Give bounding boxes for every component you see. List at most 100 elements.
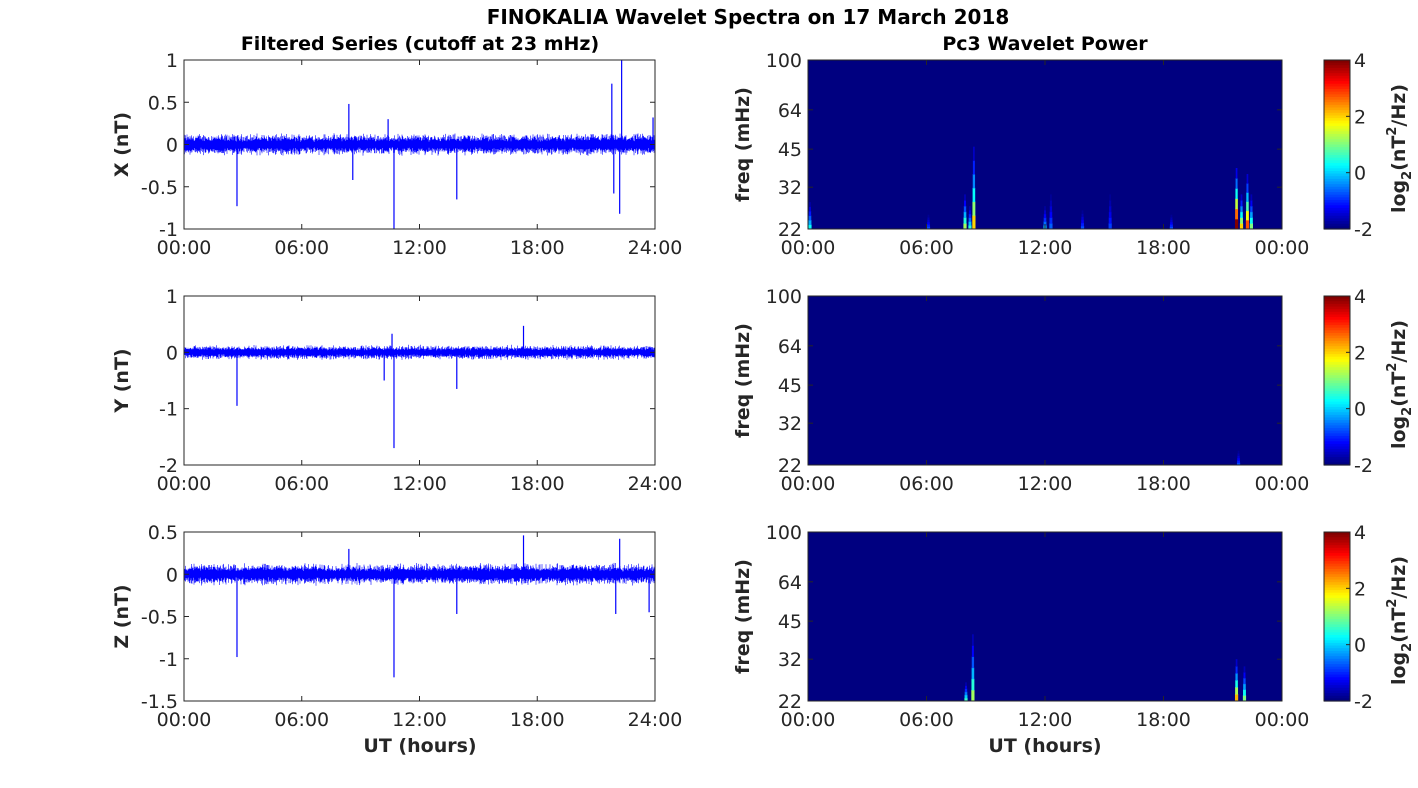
wavelet-power-cell [971,678,975,691]
ts-z-ytick-label: 0 [166,564,178,586]
colorbar-cell [1324,433,1350,437]
colorbar-tick-label: -2 [1354,455,1373,477]
colorbar-cell [1324,671,1350,676]
colorbar-cell [1324,372,1350,376]
colorbar-cell [1324,457,1350,461]
wavelet-power-cell [1236,462,1241,466]
colorbar-cell [1324,446,1350,450]
wv-x-xtick-label: 00:00 [1255,237,1310,259]
wavelet-power-cell [1250,211,1253,218]
colorbar-cell [1324,221,1350,225]
wavelet-power-cell [1235,198,1238,210]
colorbar-cell [1324,338,1350,342]
colorbar-cell [1324,112,1350,117]
wavelet-power-cell [1239,223,1244,230]
colorbar-frame [1323,531,1351,702]
colorbar-cell [1324,640,1350,644]
wv-z-ytick-label: 22 [778,691,802,713]
wavelet-power-cell [1234,218,1239,230]
wavelet-power-cell [1240,205,1243,213]
ts-x-ytick-label: 0 [166,135,178,157]
wv-z-xtick-label: 06:00 [899,709,954,731]
freq-axis-label-x: freq (mHz) [732,87,754,202]
colorbar-cell [1324,141,1350,146]
wavelet-power-cell [963,223,967,230]
colorbar-cell [1324,152,1350,156]
wavelet-power-cell [1169,226,1173,230]
colorbar-cell [1324,115,1350,119]
wavelet-power-cell [1170,221,1173,225]
colorbar-tick-label: 2 [1354,578,1366,600]
plot-background [184,296,655,465]
wavelet-background [808,60,1282,229]
wv-x-ytick-label: 45 [778,139,802,161]
wavelet-power-cell [971,645,974,658]
colorbar-cell [1324,592,1350,596]
colorbar-cell [1324,173,1350,177]
wavelet-power-cell [968,225,972,230]
colorbar-tick-label: -2 [1354,691,1373,713]
colorbar-cell [1324,420,1350,424]
colorbar-cell [1324,661,1350,665]
wavelet-power-cell [1245,210,1249,221]
colorbar-frame [1323,59,1351,230]
colorbar-cell [1324,223,1350,227]
colorbar-cell [1324,89,1350,93]
colorbar-cell [1324,322,1350,326]
colorbar-cell [1324,598,1350,602]
colorbar-cell [1324,401,1350,405]
colorbar: 4 2 0 -2 log2(nT2/Hz) [1323,286,1415,477]
wv-x-ytick-label: 32 [778,177,802,199]
wavelet-power-cell [1237,455,1240,459]
colorbar: 4 2 0 -2 log2(nT2/Hz) [1323,50,1415,241]
ts-y-xtick-label: 12:00 [392,473,447,495]
colorbar-cell [1324,642,1350,647]
wavelet-power-cell [927,224,930,228]
colorbar-cell [1324,542,1350,546]
ts-x-xtick-label: 24:00 [628,237,683,259]
left-column-title: Filtered Series (cutoff at 23 mHz) [241,33,599,55]
wavelet-power-cell [808,211,812,217]
wv-y-xtick-label: 06:00 [899,473,954,495]
wv-x-xtick-label: 06:00 [899,237,954,259]
colorbar-cell [1324,412,1350,416]
colorbar-cell [1324,226,1350,230]
colorbar-cell [1324,215,1350,220]
colorbar-cell [1324,375,1350,379]
colorbar-cell [1324,587,1350,591]
colorbar-cell [1324,383,1350,387]
colorbar-cell [1324,60,1350,64]
colorbar-cell [1324,186,1350,190]
colorbar-cell [1324,367,1350,371]
wavelet-power-cell [972,174,976,189]
colorbar-cell [1324,698,1350,702]
colorbar-cell [1324,430,1350,434]
colorbar-cell [1324,311,1350,316]
right-column-title: Pc3 Wavelet Power [942,33,1148,55]
colorbar-cell [1324,632,1350,636]
colorbar-cell [1324,459,1350,463]
wavelet-power-cell [927,219,930,223]
wavelet-power-cell [971,656,975,669]
colorbar-cell [1324,687,1350,692]
colorbar-cell [1324,425,1350,429]
wv-z-xtick-label: 18:00 [1136,709,1191,731]
wavelet-power-cell [1108,223,1112,230]
wavelet-power-cell [1243,689,1246,696]
wavelet-power-cell [1081,216,1084,221]
colorbar-cell [1324,99,1350,103]
wavelet-power-cell [1081,222,1084,227]
colorbar-cell [1324,139,1350,143]
colorbar-cell [1324,184,1350,188]
colorbar-cell [1324,611,1350,615]
wv-x-ytick-label: 22 [778,219,802,241]
colorbar-cell [1324,409,1350,413]
wavelet-power-cell [1109,200,1112,207]
ts-x-xtick-label: 12:00 [392,237,447,259]
colorbar-cell [1324,157,1350,161]
ts-z-ytick-label: -1.5 [141,691,178,713]
wavelet-power-cell [808,215,812,221]
wavelet-power-cell [964,694,968,699]
colorbar-cell [1324,571,1350,575]
